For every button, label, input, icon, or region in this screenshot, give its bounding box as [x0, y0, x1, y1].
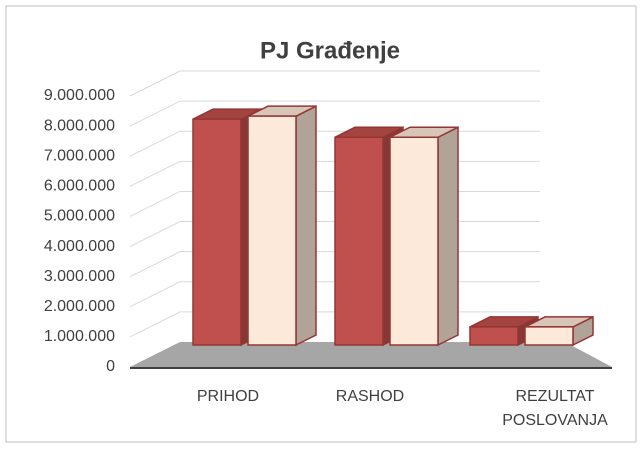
y-tick-label: 6.000.000: [44, 178, 115, 195]
bar-front: [247, 115, 297, 346]
grid-line: [129, 100, 540, 127]
y-tick-label: 9.000.000: [44, 87, 115, 104]
bar-side: [295, 104, 317, 347]
bar-front: [192, 118, 242, 346]
x-tick-label: REZULTAT POSLOVANJA: [502, 388, 608, 429]
y-tick-label: 8.000.000: [44, 117, 115, 134]
bar: [389, 126, 459, 347]
x-tick-label: RASHOD: [335, 388, 405, 405]
y-tick-label: 5.000.000: [44, 208, 115, 225]
y-tick-label: 7.000.000: [44, 147, 115, 164]
y-tick-label: 4.000.000: [44, 238, 115, 255]
bar-front: [334, 136, 384, 346]
bar-front: [469, 326, 519, 346]
y-tick-label: 2.000.000: [44, 298, 115, 315]
bar-front: [389, 136, 439, 346]
x-tick-label: PRIHOD: [196, 388, 260, 405]
bar: [524, 315, 594, 347]
bar-front: [524, 326, 574, 346]
y-tick-label: 3.000.000: [44, 268, 115, 285]
grid-line: [129, 70, 540, 97]
y-tick-label: 0: [106, 358, 115, 375]
bar: [247, 104, 317, 347]
chart-title: PJ Građenje: [260, 37, 400, 64]
bar-side: [437, 126, 459, 347]
chart-border: [5, 5, 637, 443]
y-tick-label: 1.000.000: [44, 328, 115, 345]
floor: [130, 342, 612, 367]
